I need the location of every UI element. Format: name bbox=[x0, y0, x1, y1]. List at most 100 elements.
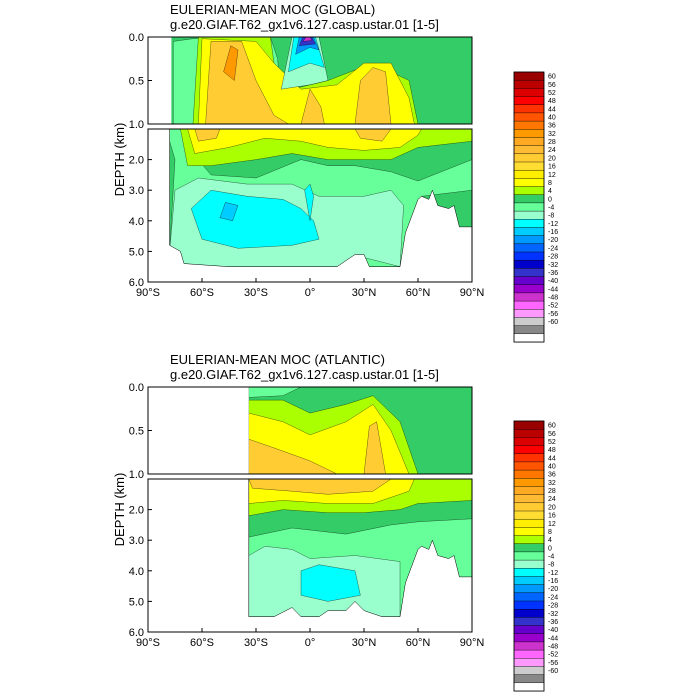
colorbar-label: -12 bbox=[548, 221, 558, 228]
contour-patch bbox=[363, 421, 386, 474]
colorbar-label: 44 bbox=[548, 455, 556, 462]
colorbar-label: 36 bbox=[548, 472, 556, 479]
y-tick-label: 5.0 bbox=[129, 596, 144, 608]
contour-patch bbox=[190, 189, 320, 249]
y-tick-label: 3.0 bbox=[129, 535, 144, 547]
colorbar-label: 16 bbox=[548, 513, 556, 520]
colorbar-swatch bbox=[513, 437, 545, 446]
y-tick-label: 1.0 bbox=[129, 119, 144, 131]
colorbar-label: -24 bbox=[548, 594, 558, 601]
y-tick-label: 0.5 bbox=[129, 426, 144, 438]
colorbar-label: -8 bbox=[548, 213, 554, 220]
colorbar-label: 48 bbox=[548, 447, 556, 454]
colorbar-swatch bbox=[513, 559, 545, 569]
bathymetry-mask bbox=[148, 479, 472, 632]
colorbar-label: -56 bbox=[548, 311, 558, 318]
bathymetry-mask bbox=[148, 129, 472, 282]
colorbar-swatch bbox=[513, 284, 545, 294]
y-tick-label: 3.0 bbox=[129, 185, 144, 197]
colorbar-label: -28 bbox=[548, 254, 558, 261]
colorbar-label: 52 bbox=[548, 90, 556, 97]
colorbar-swatch bbox=[513, 112, 545, 122]
colorbar-label: -36 bbox=[548, 619, 558, 626]
colorbar-label: -12 bbox=[548, 570, 558, 577]
colorbar-swatch bbox=[513, 137, 545, 147]
global-moc-chart: EULERIAN-MEAN MOC (GLOBAL)g.e20.GIAF.T62… bbox=[112, 2, 484, 299]
colorbar-swatch bbox=[513, 551, 545, 561]
contour-patch bbox=[300, 88, 325, 124]
colorbar-swatch bbox=[513, 535, 545, 545]
colorbar-swatch bbox=[513, 469, 545, 479]
x-tick-label: 90°S bbox=[136, 287, 160, 299]
x-tick-label: 30°N bbox=[352, 637, 377, 649]
colorbar-label: -4 bbox=[548, 554, 554, 561]
colorbar-swatch bbox=[513, 649, 545, 659]
x-tick-label: 0° bbox=[305, 637, 316, 649]
colorbar-swatch bbox=[513, 292, 545, 302]
colorbar-label: 28 bbox=[548, 488, 556, 495]
colorbar-label: 12 bbox=[548, 172, 556, 179]
colorbar-swatch bbox=[513, 227, 545, 237]
colorbar-label: 56 bbox=[548, 82, 556, 89]
y-tick-label: 0.0 bbox=[129, 382, 144, 394]
x-tick-label: 30°N bbox=[352, 287, 377, 299]
colorbar-swatch bbox=[513, 178, 545, 187]
colorbar-label: 24 bbox=[548, 496, 556, 503]
colorbar-label: -48 bbox=[548, 644, 558, 651]
colorbar-swatch bbox=[513, 625, 545, 635]
colorbar-swatch bbox=[513, 420, 545, 430]
x-tick-label: 90°N bbox=[460, 287, 485, 299]
colorbar-swatch bbox=[513, 153, 545, 163]
colorbar-swatch bbox=[513, 120, 545, 130]
chart-title: EULERIAN-MEAN MOC (ATLANTIC) bbox=[170, 352, 385, 367]
x-tick-label: 60°N bbox=[406, 637, 431, 649]
colorbar-label: 32 bbox=[548, 131, 556, 138]
colorbar-swatch bbox=[513, 682, 545, 692]
colorbar-swatch bbox=[513, 494, 545, 504]
colorbar-frame bbox=[513, 71, 545, 343]
upper-panel-field bbox=[148, 387, 472, 474]
colorbar-swatch bbox=[513, 576, 545, 586]
colorbar-label: 48 bbox=[548, 98, 556, 105]
contour-patch bbox=[194, 129, 221, 142]
land-mask bbox=[148, 387, 249, 474]
colorbar-label: 4 bbox=[548, 188, 552, 195]
colorbar-label: -40 bbox=[548, 627, 558, 634]
colorbar-swatch bbox=[513, 161, 545, 171]
colorbar-swatch bbox=[513, 268, 545, 277]
colorbar-label: 24 bbox=[548, 147, 556, 154]
colorbar-label: -28 bbox=[548, 603, 558, 610]
colorbar-label: -32 bbox=[548, 262, 558, 269]
colorbar-label: -24 bbox=[548, 245, 558, 252]
upper-panel-field bbox=[148, 37, 472, 124]
contour-patch bbox=[300, 564, 361, 602]
colorbar-swatch bbox=[513, 235, 545, 245]
colorbar-label: -52 bbox=[548, 303, 558, 310]
colorbar-swatch bbox=[513, 584, 545, 594]
contour-patch bbox=[354, 129, 392, 142]
colorbar-swatch bbox=[513, 210, 545, 220]
colorbar-swatch bbox=[513, 202, 545, 212]
colorbar-label: -60 bbox=[548, 668, 558, 675]
contour-patch bbox=[304, 183, 314, 221]
colorbar-label: -20 bbox=[548, 586, 558, 593]
contour-patch bbox=[223, 45, 239, 81]
chart-title: EULERIAN-MEAN MOC (GLOBAL) bbox=[170, 2, 375, 17]
colorbar-swatch bbox=[513, 88, 545, 97]
y-tick-label: 1.0 bbox=[129, 469, 144, 481]
colorbar-label: -40 bbox=[548, 278, 558, 285]
y-tick-label: 4.0 bbox=[129, 566, 144, 578]
colorbar-label: -44 bbox=[548, 286, 558, 293]
colorbar-swatch bbox=[513, 518, 545, 528]
colorbar-swatch bbox=[513, 445, 545, 455]
colorbar-swatch bbox=[513, 243, 545, 253]
x-tick-label: 0° bbox=[305, 287, 316, 299]
contour-patch bbox=[302, 37, 313, 42]
colorbar-label: 36 bbox=[548, 123, 556, 130]
colorbar-label: 52 bbox=[548, 439, 556, 446]
colorbar-label: 20 bbox=[548, 155, 556, 162]
colorbar-label: 40 bbox=[548, 464, 556, 471]
colorbar-swatch bbox=[513, 309, 545, 318]
land-mask bbox=[148, 37, 172, 124]
